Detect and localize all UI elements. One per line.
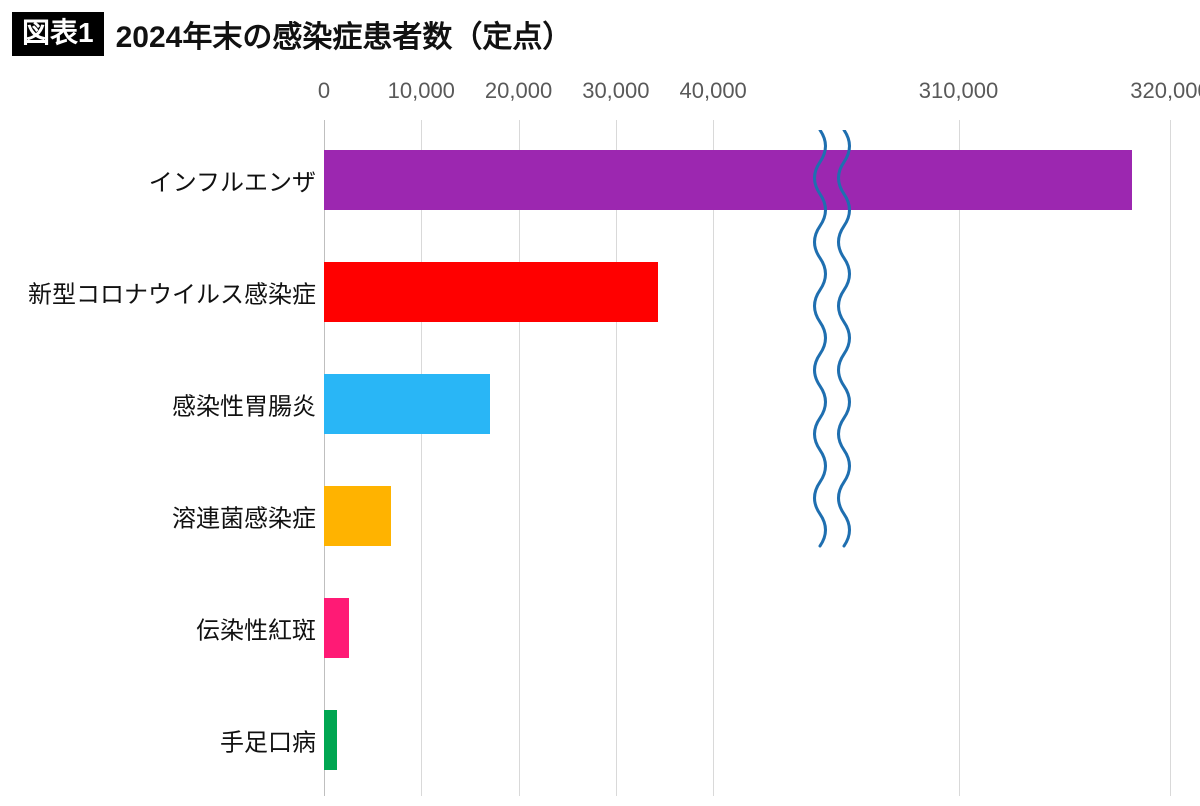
category-labels: インフルエンザ新型コロナウイルス感染症感染性胃腸炎溶連菌感染症伝染性紅斑手足口病: [0, 120, 316, 796]
x-axis-tick-label: 0: [318, 78, 330, 104]
x-axis-labels: 010,00020,00030,00040,000310,000320,000: [324, 78, 1170, 118]
x-axis-tick-label: 40,000: [680, 78, 747, 104]
figure-badge: 図表1: [12, 12, 104, 56]
bar: [324, 374, 490, 434]
bar: [324, 486, 391, 546]
category-label: 手足口病: [0, 723, 316, 758]
category-label: 新型コロナウイルス感染症: [0, 275, 316, 310]
chart: 010,00020,00030,00040,000310,000320,000 …: [0, 64, 1200, 804]
x-axis-tick-label: 30,000: [582, 78, 649, 104]
x-axis-tick-label: 320,000: [1130, 78, 1200, 104]
plot-area: [324, 120, 1170, 796]
figure-container: 図表1 2024年末の感染症患者数（定点） 0 10,000 20,000 30,00…: [0, 0, 1200, 806]
bar: [324, 710, 337, 770]
gridline: [1170, 120, 1171, 796]
title-row: 図表1 2024年末の感染症患者数（定点）: [12, 12, 572, 56]
category-label: 伝染性紅斑: [0, 611, 316, 646]
bar: [324, 598, 349, 658]
figure-title: 2024年末の感染症患者数（定点）: [116, 12, 573, 56]
category-label: インフルエンザ: [0, 163, 316, 198]
bar: [324, 150, 1132, 210]
category-label: 感染性胃腸炎: [0, 387, 316, 422]
category-label: 溶連菌感染症: [0, 499, 316, 534]
bar: [324, 262, 658, 322]
bars: [324, 120, 1170, 796]
x-axis-tick-label: 310,000: [919, 78, 999, 104]
x-axis-tick-label: 20,000: [485, 78, 552, 104]
x-axis-tick-label: 10,000: [388, 78, 455, 104]
